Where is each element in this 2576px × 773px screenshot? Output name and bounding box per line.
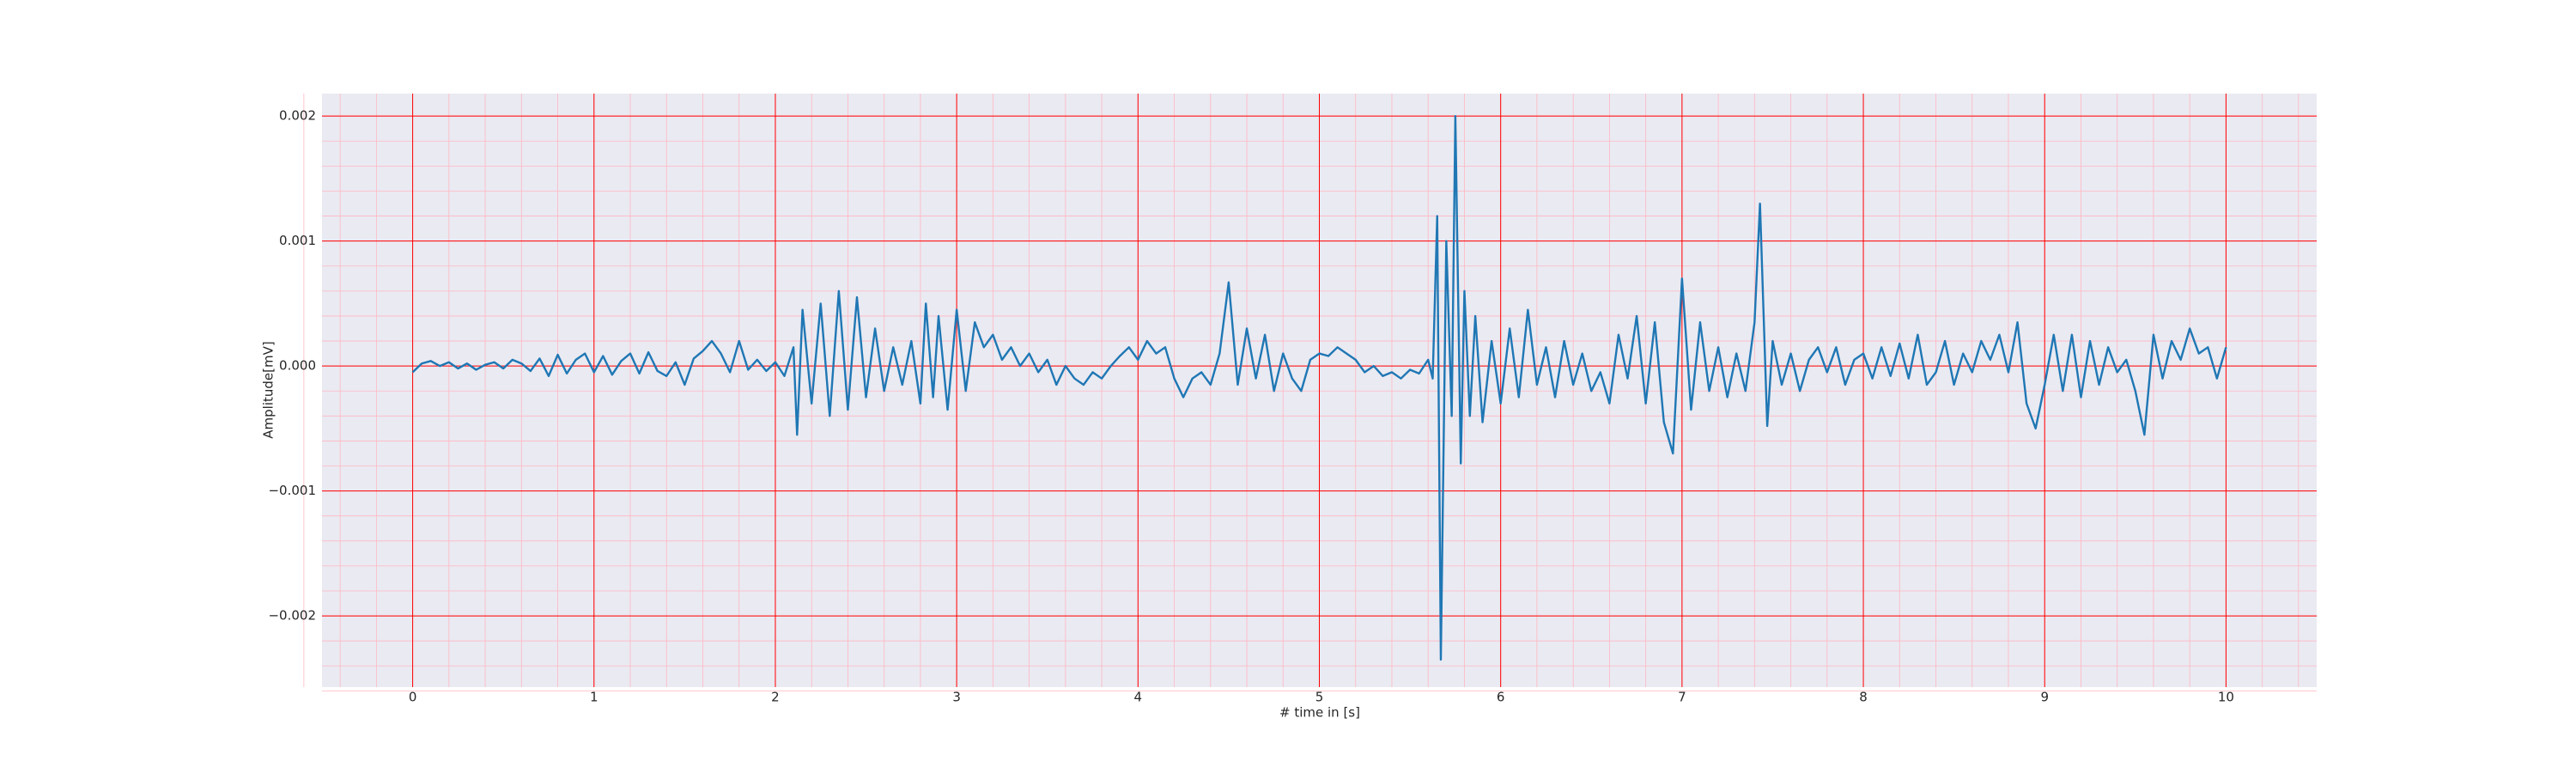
x-tick-label: 10 [2218,690,2234,705]
y-axis-label: Amplitude[mV] [261,341,276,438]
x-tick-label: 8 [1859,690,1868,705]
x-tick-label: 2 [771,690,780,705]
x-tick-label: 6 [1497,690,1505,705]
y-tick-label: 0.000 [279,358,316,374]
y-tick-label: 0.002 [279,108,316,124]
x-tick-label: 1 [590,690,598,705]
x-tick-label: 9 [2040,690,2049,705]
x-tick-label: 5 [1315,690,1324,705]
signal-line [411,114,2227,661]
y-tick-label: −0.002 [268,608,316,624]
x-axis-label: # time in [s] [1279,705,1360,721]
y-tick-label: −0.001 [268,483,316,498]
x-tick-label: 3 [952,690,961,705]
x-tick-label: 0 [409,690,417,705]
x-tick-label: 4 [1134,690,1143,705]
x-tick-label: 7 [1678,690,1686,705]
y-tick-label: 0.001 [279,233,316,248]
